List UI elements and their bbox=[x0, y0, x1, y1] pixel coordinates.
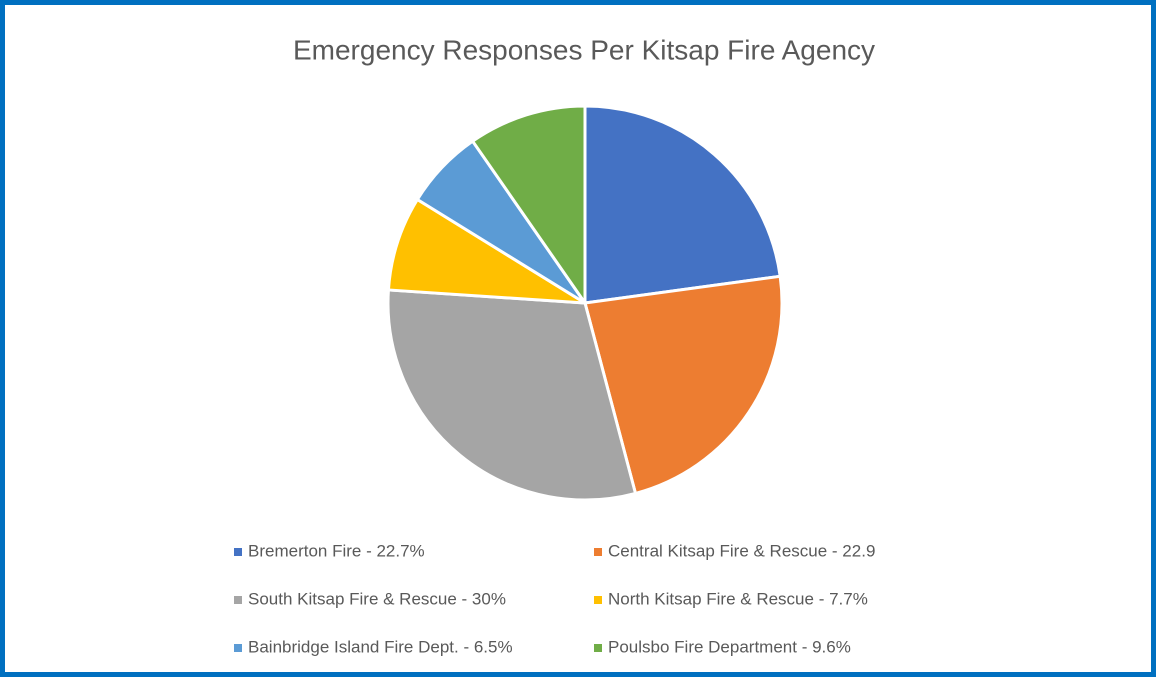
legend-label: Bainbridge Island Fire Dept. - 6.5% bbox=[248, 637, 513, 656]
legend-label: Poulsbo Fire Department - 9.6% bbox=[608, 637, 851, 656]
legend-swatch bbox=[234, 644, 242, 652]
legend-swatch bbox=[234, 596, 242, 604]
chart-title: Emergency Responses Per Kitsap Fire Agen… bbox=[293, 34, 875, 65]
pie-slice bbox=[583, 104, 782, 305]
pie-slice bbox=[471, 104, 587, 305]
legend-swatch bbox=[234, 548, 242, 556]
legend-label: Bremerton Fire - 22.7% bbox=[248, 541, 425, 560]
legend-label: North Kitsap Fire & Rescue - 7.7% bbox=[608, 589, 868, 608]
legend-label: Central Kitsap Fire & Rescue - 22.9 bbox=[608, 541, 875, 560]
legend-swatch bbox=[594, 548, 602, 556]
pie-slice bbox=[386, 198, 587, 305]
legend-swatch bbox=[594, 644, 602, 652]
legend-label: South Kitsap Fire & Rescue - 30% bbox=[248, 589, 506, 608]
legend-swatch bbox=[594, 596, 602, 604]
pie-slice bbox=[583, 274, 784, 495]
pie-slice bbox=[386, 288, 637, 502]
